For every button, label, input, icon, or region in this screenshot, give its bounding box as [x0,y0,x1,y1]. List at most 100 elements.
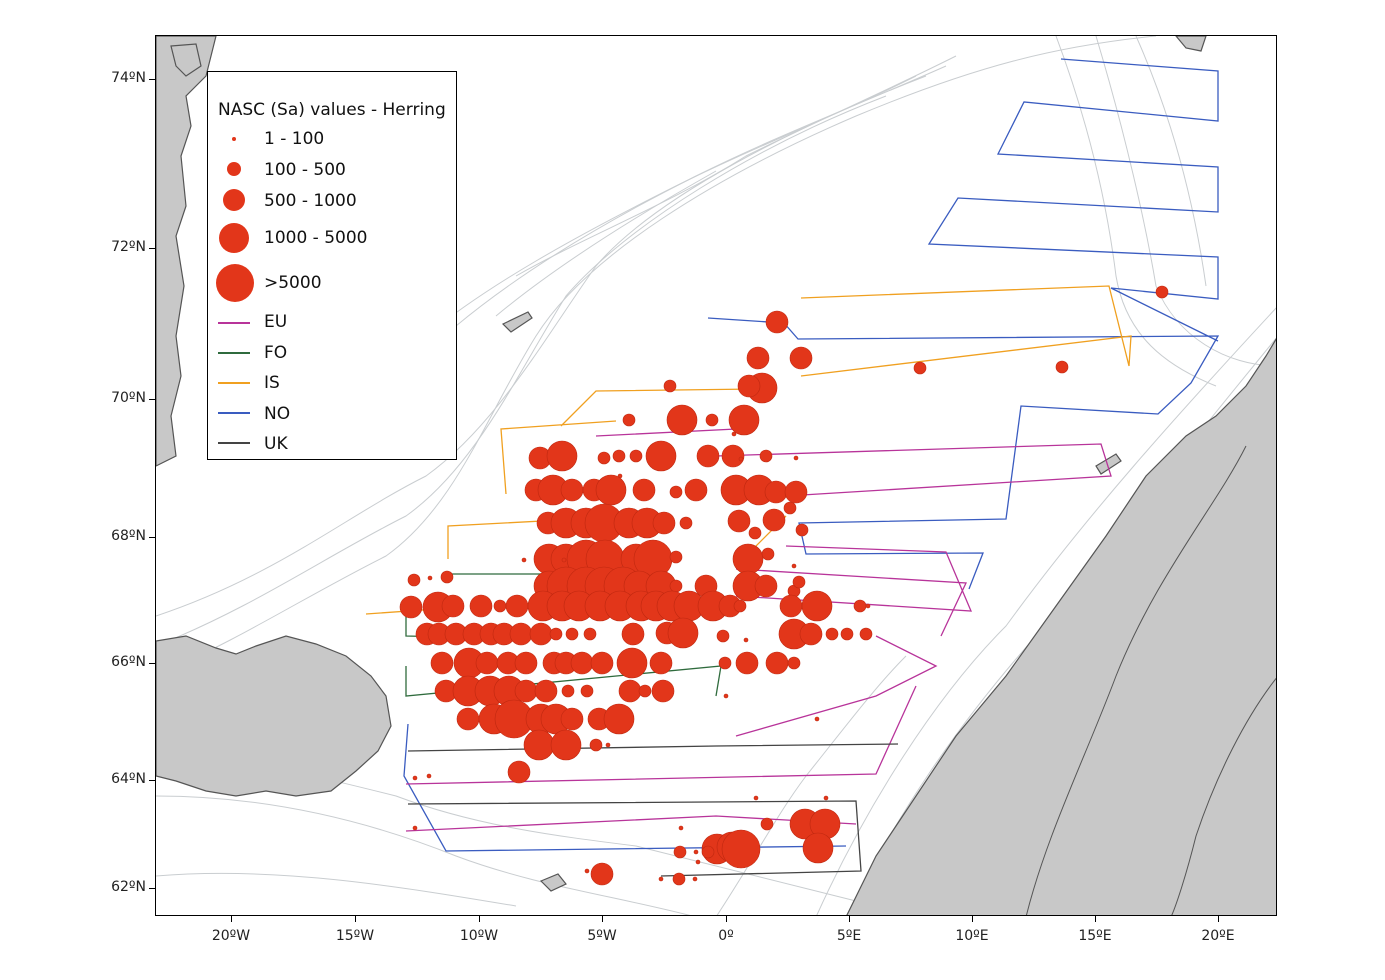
bathymetry-contours [156,36,1276,915]
nasc-dot-class-3 [649,651,673,675]
map-canvas [156,36,1276,915]
nasc-dot-class-4 [667,617,699,649]
nasc-dot-class-3 [799,622,823,646]
nasc-dot-class-2 [589,738,603,752]
nasc-dot-class-2 [407,573,421,587]
nasc-dot-class-4 [666,404,698,436]
nasc-dot-class-3 [618,679,642,703]
track-no-west [403,723,847,852]
nasc-dot-class-4 [645,440,677,472]
nasc-dot-class-4 [550,729,582,761]
nasc-dot-class-3 [737,374,761,398]
nasc-dot-class-2 [622,413,636,427]
lon-tick-label: 10ºE [955,928,989,944]
nasc-dot-class-3 [469,594,493,618]
nasc-dot-class-5 [721,829,761,869]
nasc-dot-class-4 [732,543,764,575]
nasc-dot-class-3 [509,622,533,646]
track-is-north [800,285,1132,377]
nasc-dot-class-3 [784,480,808,504]
lon-tick-mark [1095,916,1096,922]
nasc-dot-class-1 [865,603,871,609]
nasc-dot-class-1 [823,795,829,801]
nasc-dot-class-3 [696,444,720,468]
lat-tick-label: 70ºN [111,390,146,406]
nasc-dot-class-2 [679,516,693,530]
nasc-dot-class-2 [825,627,839,641]
nasc-dot-class-2 [913,361,927,375]
land-masses [156,36,1276,915]
nasc-dot-class-4 [801,590,833,622]
nasc-dot-class-2 [853,599,867,613]
nasc-dot-class-3 [684,478,708,502]
nasc-dot-class-2 [669,550,683,564]
lat-tick-mark [149,248,155,249]
nasc-dot-class-2 [583,627,597,641]
lat-tick-label: 74ºN [111,70,146,86]
lofoten-islands [1095,453,1122,475]
legend-line-fo [218,352,250,354]
track-no-south [707,317,1220,590]
lat-tick-mark [149,399,155,400]
nasc-dot-class-1 [658,876,664,882]
nasc-dot-class-4 [616,647,648,679]
map-frame[interactable] [155,35,1277,916]
nasc-dot-class-2 [493,599,507,613]
nasc-dot-class-2 [669,579,683,593]
legend-title: NASC (Sa) values - Herring [218,100,446,120]
nasc-dot-class-2 [663,379,677,393]
lon-tick-mark [602,916,603,922]
lat-tick-mark [149,888,155,889]
nasc-dot-class-2 [1055,360,1069,374]
nasc-dot-class-3 [560,478,584,502]
lon-tick-mark [231,916,232,922]
nasc-dot-class-2 [795,523,809,537]
nasc-dot-class-3 [721,444,745,468]
nasc-dot-class-2 [783,501,797,515]
legend-label-class-4: 1000 - 5000 [264,228,368,248]
legend-dot-class-2 [227,162,241,176]
track-uk [407,743,899,877]
nasc-dot-class-2 [701,845,715,859]
lon-tick-mark [355,916,356,922]
lat-tick-label: 64ºN [111,771,146,787]
nasc-dot-class-3 [765,651,789,675]
nasc-dot-class-1 [412,775,418,781]
nasc-dot-class-2 [716,629,730,643]
nasc-dot-class-2 [597,451,611,465]
jan-mayen-island [501,311,533,333]
nasc-dot-class-2 [761,547,775,561]
nasc-dot-class-3 [590,862,614,886]
nasc-dot-class-2 [561,684,575,698]
nasc-dot-class-1 [723,693,729,699]
nasc-dot-class-3 [514,651,538,675]
legend-label-class-5: >5000 [264,273,322,293]
lon-tick-mark [849,916,850,922]
legend-dot-class-3 [223,189,245,211]
nasc-dot-class-4 [728,404,760,436]
lat-tick-label: 62ºN [111,879,146,895]
lon-tick-mark [479,916,480,922]
nasc-dot-class-1 [412,825,418,831]
nasc-dot-class-3 [762,508,786,532]
nasc-dot-class-4 [603,703,635,735]
legend-dot-class-1 [232,137,236,141]
lon-tick-label: 20ºW [211,928,251,944]
nasc-dot-class-1 [693,849,699,855]
legend-label-uk: UK [264,434,288,454]
legend-dot-class-4 [219,223,249,253]
map-legend: NASC (Sa) values - Herring 1 - 100 100 -… [207,71,457,460]
nasc-dot-class-2 [549,627,563,641]
nasc-dot-class-3 [560,707,584,731]
nasc-dot-class-2 [787,656,801,670]
nasc-dot-class-3 [735,651,759,675]
nasc-dot-class-2 [718,656,732,670]
nasc-dot-class-3 [621,622,645,646]
nasc-dot-class-3 [746,346,770,370]
nasc-dot-class-3 [534,679,558,703]
nasc-dot-class-3 [652,511,676,535]
nasc-dot-class-2 [580,684,594,698]
nasc-dot-class-2 [673,845,687,859]
nasc-dot-class-4 [546,440,578,472]
nasc-dot-class-2 [760,817,774,831]
